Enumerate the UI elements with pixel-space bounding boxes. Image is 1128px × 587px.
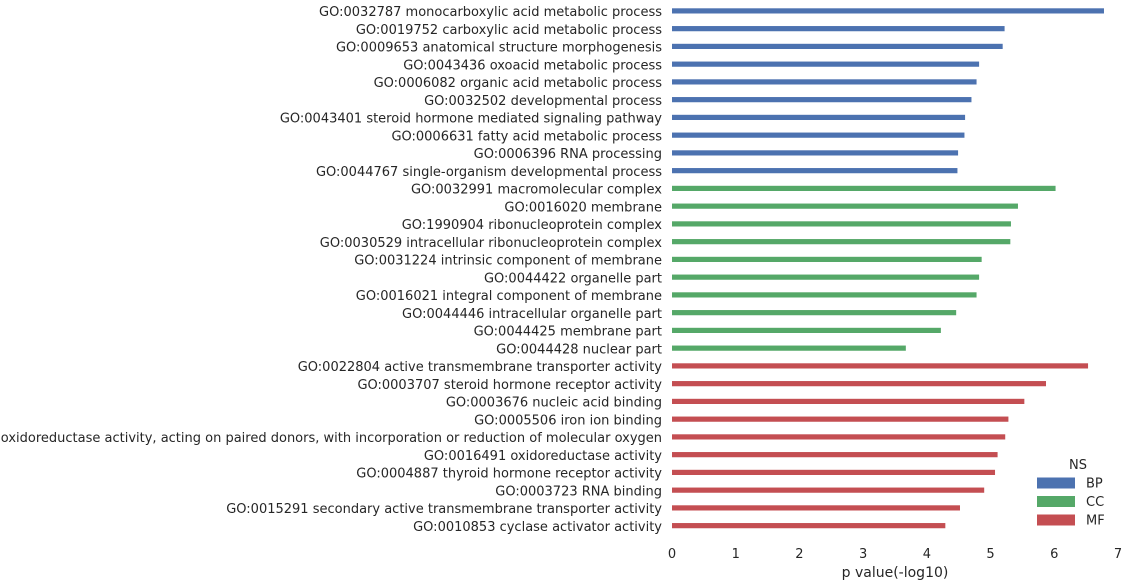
category-label: GO:0030529 intracellular ribonucleoprote… (320, 236, 663, 251)
bar-cc (672, 310, 957, 316)
category-label: GO:0016705 oxidoreductase activity, acti… (0, 431, 662, 446)
x-tick-label: 6 (1050, 547, 1058, 562)
bar-cc (672, 256, 982, 262)
category-label: GO:0009653 anatomical structure morphoge… (336, 41, 662, 56)
legend-label-mf: MF (1086, 514, 1105, 529)
x-tick-label: 3 (859, 547, 867, 562)
legend: NS BP CC MF (1037, 458, 1105, 529)
bar-mf (672, 381, 1047, 387)
bars-layer (672, 8, 1104, 529)
bar-bp (672, 79, 977, 85)
legend-swatch-mf (1037, 514, 1075, 526)
category-label: GO:0044428 nuclear part (496, 342, 662, 357)
bar-mf (672, 469, 996, 475)
category-label: GO:0032787 monocarboxylic acid metabolic… (319, 5, 662, 20)
category-label: GO:0032991 macromolecular complex (411, 183, 662, 198)
bar-bp (672, 26, 1005, 32)
x-tick-label: 4 (923, 547, 931, 562)
bar-cc (672, 185, 1056, 191)
bar-cc (672, 327, 941, 333)
x-axis-label: p value(-log10) (842, 565, 949, 581)
category-label: GO:0016021 integral component of membran… (356, 289, 662, 304)
legend-label-cc: CC (1086, 495, 1104, 510)
bar-cc (672, 345, 906, 351)
category-label: GO:0016020 membrane (504, 200, 662, 215)
legend-swatch-bp (1037, 477, 1075, 489)
x-tick-label: 5 (986, 547, 994, 562)
category-label: GO:0044422 organelle part (484, 271, 662, 286)
bar-cc (672, 221, 1011, 227)
x-tick-label: 2 (795, 547, 803, 562)
category-label: GO:0043436 oxoacid metabolic process (403, 58, 662, 73)
category-label: GO:1990904 ribonucleoprotein complex (402, 218, 663, 233)
bar-bp (672, 61, 980, 67)
bar-bp (672, 97, 972, 103)
category-label: GO:0016491 oxidoreductase activity (424, 449, 662, 464)
legend-label-bp: BP (1086, 477, 1103, 492)
category-label: GO:0004887 thyroid hormone receptor acti… (356, 467, 662, 482)
bar-mf (672, 523, 946, 529)
bar-mf (672, 434, 1006, 440)
x-axis-ticks: 0 1 2 3 4 5 6 7 (668, 547, 1122, 562)
category-label: GO:0006631 fatty acid metabolic process (391, 129, 662, 144)
category-labels: GO:0032787 monocarboxylic acid metabolic… (0, 5, 662, 535)
bar-bp (672, 43, 1003, 49)
bar-mf (672, 505, 960, 511)
category-label: GO:0003723 RNA binding (495, 484, 662, 499)
bar-bp (672, 168, 958, 174)
category-label: GO:0044446 intracellular organelle part (402, 307, 662, 322)
bar-mf (672, 452, 998, 458)
bar-cc (672, 274, 980, 280)
bar-mf (672, 398, 1025, 404)
category-label: GO:0015291 secondary active transmembran… (226, 502, 662, 517)
category-label: GO:0006082 organic acid metabolic proces… (374, 76, 663, 91)
bar-mf (672, 416, 1009, 422)
category-label: GO:0044425 membrane part (474, 325, 662, 340)
bar-bp (672, 132, 965, 138)
category-label: GO:0003707 steroid hormone receptor acti… (357, 378, 662, 393)
category-label: GO:0043401 steroid hormone mediated sign… (280, 112, 662, 127)
category-label: GO:0003676 nucleic acid binding (446, 396, 662, 411)
x-tick-label: 1 (732, 547, 740, 562)
category-label: GO:0010853 cyclase activator activity (413, 520, 662, 535)
category-label: GO:0019752 carboxylic acid metabolic pro… (356, 23, 662, 38)
category-label: GO:0005506 iron ion binding (474, 413, 662, 428)
bar-cc (672, 239, 1011, 245)
x-tick-label: 7 (1114, 547, 1122, 562)
bar-bp (672, 8, 1104, 14)
bar-bp (672, 150, 959, 156)
legend-swatch-cc (1037, 496, 1075, 507)
bar-bp (672, 114, 966, 120)
bar-cc (672, 203, 1018, 209)
category-label: GO:0032502 developmental process (424, 94, 662, 109)
category-label: GO:0044767 single-organism developmental… (316, 165, 662, 180)
category-label: GO:0031224 intrinsic component of membra… (354, 254, 662, 269)
category-label: GO:0022804 active transmembrane transpor… (298, 360, 663, 375)
bar-cc (672, 292, 977, 298)
bar-mf (672, 363, 1089, 369)
category-label: GO:0006396 RNA processing (474, 147, 662, 162)
bar-mf (672, 487, 985, 493)
legend-entries: BP CC MF (1037, 477, 1105, 529)
legend-title: NS (1069, 458, 1087, 473)
x-tick-label: 0 (668, 547, 676, 562)
